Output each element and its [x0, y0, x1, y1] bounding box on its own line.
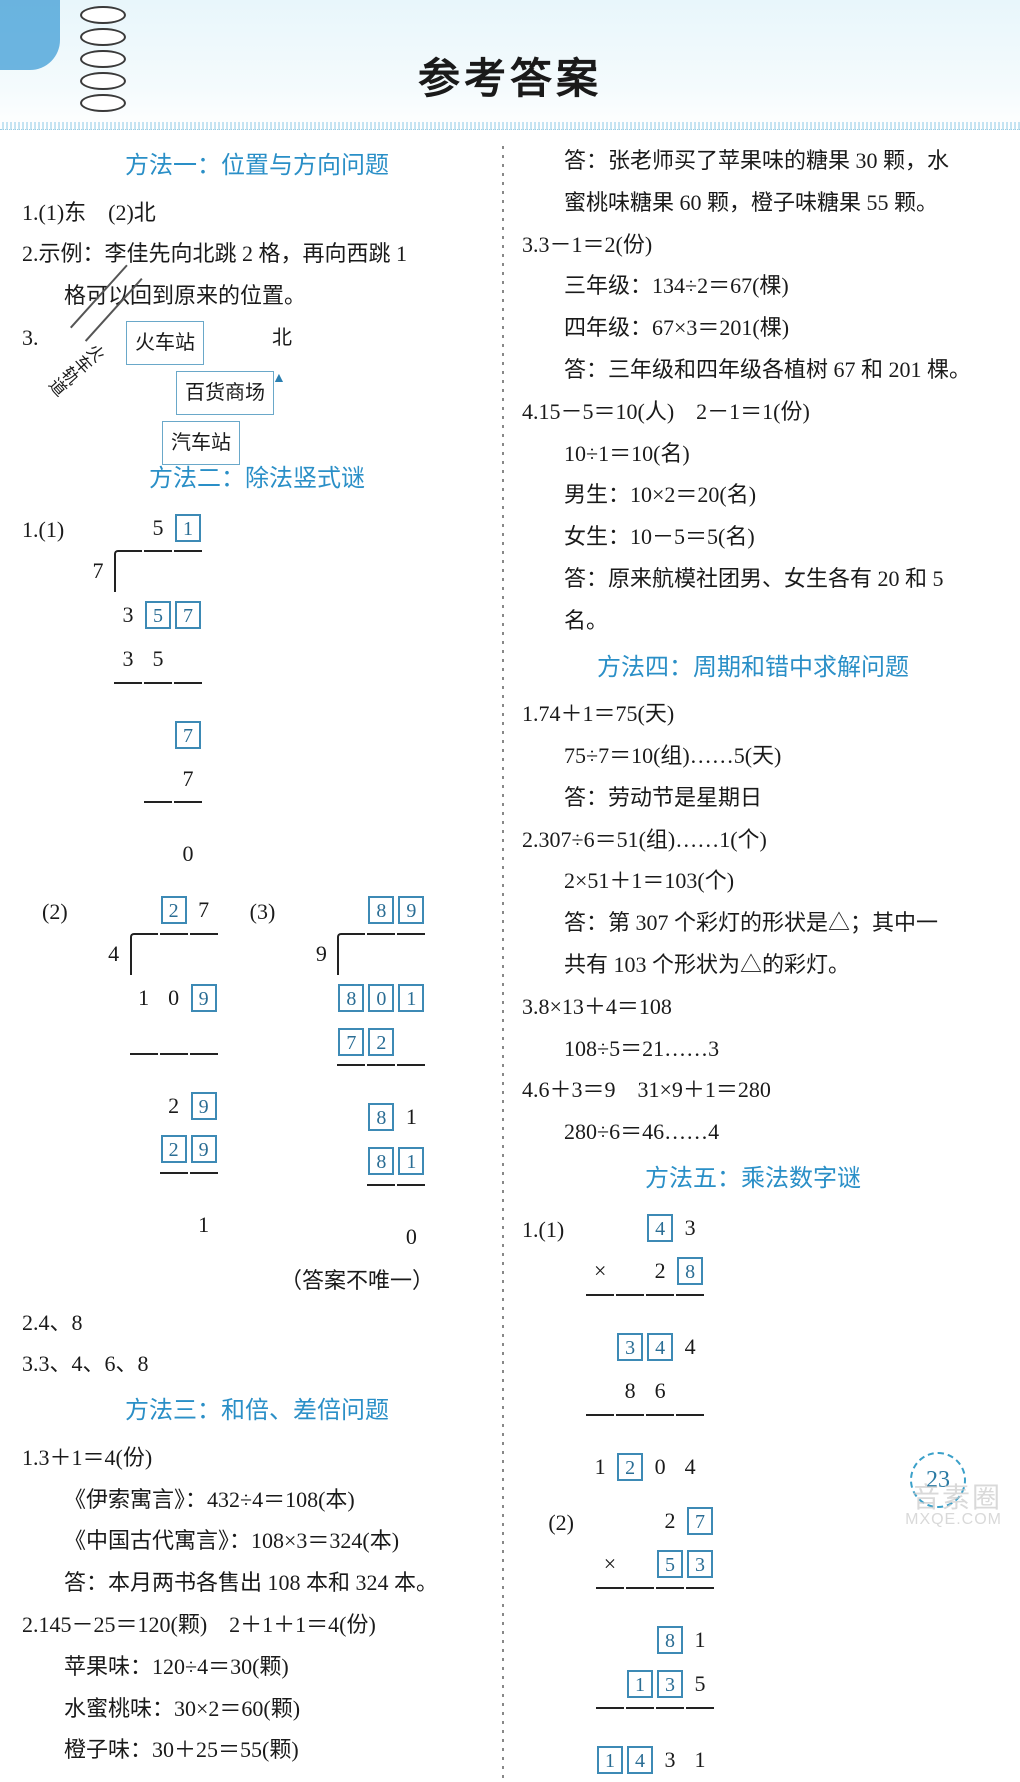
r4a: 4.15－5＝10(人) 2－1＝1(份) — [522, 391, 984, 433]
direction-diagram: 火车轨道 火车站 北▲ 百货商场 汽车站 — [76, 321, 492, 451]
m3-l4: 答：本月两书各售出 108 本和 324 本。 — [22, 1562, 492, 1604]
division-1: 51 7 357 35 7 7 0 — [82, 505, 204, 878]
m4-2d: 共有 103 个形状为△的彩灯。 — [522, 944, 984, 986]
train-station-box: 火车站 — [126, 321, 204, 365]
r1: 答：张老师买了苹果味的糖果 30 颗，水 — [522, 140, 984, 182]
m4-1a: 1.74＋1＝75(天) — [522, 693, 984, 735]
north-label: 北▲ — [272, 319, 292, 395]
m1-q3-num: 3. — [22, 317, 46, 453]
mall-box: 百货商场 — [176, 371, 274, 415]
content: 方法一：位置与方向问题 1.(1)东 (2)北 2.示例：李佳先向北跳 2 格，… — [0, 130, 1020, 1782]
r4e: 答：原来航模社团男、女生各有 20 和 5 名。 — [522, 558, 984, 642]
page-title: 参考答案 — [0, 45, 1020, 106]
north-arrow-icon: ▲ — [272, 371, 286, 386]
m4-4b: 280÷6＝46……4 — [522, 1111, 984, 1153]
multiplication-2: 27 ×53 81 135 1431 — [594, 1498, 716, 1782]
r3c: 四年级：67×3＝201(棵) — [522, 307, 984, 349]
m3-q2b: 苹果味：120÷4＝30(颗) — [22, 1646, 492, 1688]
m2-note: （答案不唯一） — [22, 1260, 492, 1302]
r3d: 答：三年级和四年级各植树 67 和 201 棵。 — [522, 349, 984, 391]
m2-ans3: 3.3、4、6、8 — [22, 1343, 492, 1385]
bus-station-box: 汽车站 — [162, 421, 240, 465]
m4-4a: 4.6＋3＝9 31×9＋1＝280 — [522, 1069, 984, 1111]
division-3: 89 9 801 72 81 81 0 — [305, 887, 427, 1260]
method-5-title: 方法五：乘法数字谜 — [522, 1157, 984, 1203]
m4-1c: 答：劳动节是星期日 — [522, 777, 984, 819]
m4-2a: 2.307÷6＝51(组)……1(个) — [522, 819, 984, 861]
method-4-title: 方法四：周期和错中求解问题 — [522, 646, 984, 692]
m3-l1: 1.3＋1＝4(份) — [22, 1437, 492, 1479]
watermark: 音素圈 MXQE.COM — [905, 1484, 1002, 1528]
m4-2c: 答：第 307 个彩灯的形状是△；其中一 — [522, 902, 984, 944]
m5-q1-label: 1.(1) — [522, 1205, 564, 1251]
method-2-title: 方法二：除法竖式谜 — [22, 457, 492, 503]
wave-divider — [0, 122, 1020, 130]
m2-q2-label: (2) — [42, 887, 68, 933]
division-2: 27 4 109 29 29 1 — [98, 887, 220, 1248]
m3-l3: 《中国古代寓言》：108×3＝324(本) — [22, 1520, 492, 1562]
m4-1b: 75÷7＝10(组)……5(天) — [522, 735, 984, 777]
m2-q1-label: 1.(1) — [22, 505, 82, 551]
m3-l2: 《伊索寓言》：432÷4＝108(本) — [22, 1479, 492, 1521]
m4-2b: 2×51＋1＝103(个) — [522, 860, 984, 902]
m4-3a: 3.8×13＋4＝108 — [522, 986, 984, 1028]
r4c: 男生：10×2＝20(名) — [522, 474, 984, 516]
m1-q2a: 2.示例：李佳先向北跳 2 格，再向西跳 1 — [22, 233, 492, 275]
r4d: 女生：10－5＝5(名) — [522, 516, 984, 558]
r3b: 三年级：134÷2＝67(棵) — [522, 265, 984, 307]
m3-q2c: 水蜜桃味：30×2＝60(颗) — [22, 1688, 492, 1730]
m2-ans2: 2.4、8 — [22, 1302, 492, 1344]
m3-q2d: 橙子味：30＋25＝55(颗) — [22, 1729, 492, 1771]
multiplication-1: 43 ×28 344 86 1204 — [584, 1205, 706, 1490]
r4b: 10÷1＝10(名) — [522, 433, 984, 475]
page-header: 参考答案 — [0, 0, 1020, 130]
method-1-title: 方法一：位置与方向问题 — [22, 144, 492, 190]
m2-q3-label: (3) — [250, 887, 276, 933]
m1-q1: 1.(1)东 (2)北 — [22, 192, 492, 234]
r3a: 3.3－1＝2(份) — [522, 224, 984, 266]
r1b: 蜜桃味糖果 60 颗，橙子味糖果 55 颗。 — [522, 182, 984, 224]
m5-q2-label: (2) — [522, 1498, 574, 1544]
m4-3b: 108÷5＝21……3 — [522, 1028, 984, 1070]
method-3-title: 方法三：和倍、差倍问题 — [22, 1389, 492, 1435]
m3-q2a: 2.145－25＝120(颗) 2＋1＋1＝4(份) — [22, 1604, 492, 1646]
